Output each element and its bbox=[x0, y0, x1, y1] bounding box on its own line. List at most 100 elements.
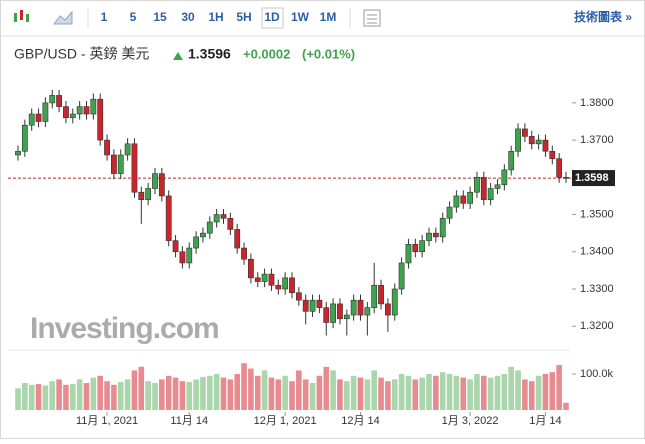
volume-bar bbox=[248, 368, 254, 410]
candle-body bbox=[460, 195, 467, 204]
volume-bar bbox=[179, 381, 186, 410]
volume-bar bbox=[426, 374, 432, 410]
candle-body bbox=[15, 150, 21, 156]
volume-bar bbox=[70, 384, 76, 410]
candle-body bbox=[432, 232, 439, 238]
candle-body bbox=[21, 124, 28, 152]
candle-body bbox=[446, 206, 453, 219]
volume-bar bbox=[138, 366, 145, 410]
volume-bar bbox=[261, 370, 268, 410]
interval-button[interactable]: 5H bbox=[236, 10, 251, 24]
volume-bar bbox=[433, 375, 439, 410]
candle-body bbox=[131, 143, 138, 193]
volume-bar bbox=[453, 375, 460, 410]
candle-body bbox=[124, 143, 131, 156]
settings-icon[interactable] bbox=[363, 9, 381, 27]
volume-bar bbox=[131, 370, 138, 410]
interval-button[interactable]: 1W bbox=[291, 10, 310, 24]
interval-button[interactable]: 1 bbox=[101, 10, 108, 24]
y-tick-label: 1.3800 bbox=[580, 97, 614, 109]
candle-body bbox=[138, 191, 145, 200]
volume-bar bbox=[15, 388, 21, 410]
candle-body bbox=[165, 195, 172, 241]
volume-bar bbox=[439, 372, 446, 410]
volume-bar bbox=[172, 377, 179, 410]
volume-bar bbox=[412, 379, 419, 410]
volume-bar bbox=[220, 377, 227, 410]
volume-bar bbox=[254, 375, 261, 410]
candle-body bbox=[302, 299, 309, 312]
candle-body bbox=[487, 188, 494, 200]
change: +0.0002 bbox=[243, 46, 290, 61]
x-tick-label: 11月 14 bbox=[170, 415, 208, 427]
volume-bar bbox=[186, 381, 193, 410]
candle-body bbox=[152, 173, 158, 189]
volume-bar bbox=[28, 384, 35, 410]
candle-icon[interactable] bbox=[14, 10, 29, 22]
volume-bar bbox=[364, 379, 371, 410]
volume-bar bbox=[63, 384, 69, 410]
volume-bar bbox=[357, 377, 364, 410]
interval-button[interactable]: 15 bbox=[153, 10, 167, 24]
candle-body bbox=[145, 188, 152, 200]
candle-body bbox=[563, 177, 569, 179]
area-icon[interactable] bbox=[53, 10, 73, 25]
candle-body bbox=[371, 284, 378, 308]
interval-button[interactable]: 1D bbox=[264, 10, 280, 24]
candle-body bbox=[323, 307, 330, 323]
candle-body bbox=[494, 184, 501, 189]
candle-body bbox=[508, 150, 515, 171]
change-pct: (+0.01%) bbox=[302, 46, 355, 61]
current-price-label: 1.3598 bbox=[575, 172, 609, 184]
candle-body bbox=[439, 217, 446, 238]
candle-body bbox=[76, 106, 83, 115]
interval-button[interactable]: 1H bbox=[208, 10, 223, 24]
y-tick-label: 1.3300 bbox=[580, 283, 614, 295]
volume-bar bbox=[563, 402, 569, 410]
candle-body bbox=[227, 217, 234, 230]
candle-body bbox=[405, 244, 412, 264]
volume-bar bbox=[378, 377, 384, 410]
candle-body bbox=[104, 139, 110, 156]
candle-body bbox=[220, 214, 227, 219]
volume-bar bbox=[460, 377, 467, 410]
volume-bar bbox=[200, 376, 206, 410]
volume-bar bbox=[419, 377, 425, 410]
candle-body bbox=[213, 214, 220, 223]
candle-body bbox=[419, 240, 426, 253]
candle-body bbox=[193, 236, 199, 249]
volume-bar bbox=[337, 379, 343, 410]
technical-chart-link[interactable]: 技術圖表 » bbox=[574, 9, 632, 24]
candle-body bbox=[521, 128, 528, 137]
current-price-box bbox=[572, 170, 615, 187]
y-tick-label: 1.3200 bbox=[580, 320, 614, 332]
candle-body bbox=[398, 262, 405, 290]
interval-button[interactable]: 30 bbox=[181, 10, 195, 24]
x-tick-label: 11月 1, 2021 bbox=[76, 415, 138, 427]
candle-body bbox=[480, 177, 487, 200]
volume-bar bbox=[83, 383, 90, 410]
active-interval-box bbox=[261, 7, 284, 29]
volume-bar bbox=[111, 384, 117, 410]
candle-body bbox=[97, 98, 104, 141]
volume-bar bbox=[104, 381, 110, 410]
volume-bar bbox=[193, 379, 199, 410]
candle-body bbox=[111, 154, 117, 174]
candle-body bbox=[343, 314, 350, 320]
volume-bar bbox=[159, 379, 165, 410]
volume-bar bbox=[22, 383, 28, 410]
volume-bar bbox=[344, 381, 350, 410]
volume-bar bbox=[467, 379, 473, 410]
interval-button[interactable]: 1M bbox=[320, 10, 337, 24]
y-tick-label: 1.3400 bbox=[580, 246, 614, 258]
interval-button[interactable]: 5 bbox=[130, 10, 137, 24]
candle-body bbox=[42, 102, 49, 122]
up-arrow bbox=[173, 52, 183, 60]
candle-body bbox=[357, 299, 364, 316]
watermark: Investing.com bbox=[30, 312, 219, 345]
candle-body bbox=[63, 106, 69, 119]
candle-body bbox=[179, 251, 186, 264]
volume-bar bbox=[323, 366, 330, 410]
volume-bar bbox=[49, 381, 56, 410]
candle-body bbox=[426, 232, 432, 241]
